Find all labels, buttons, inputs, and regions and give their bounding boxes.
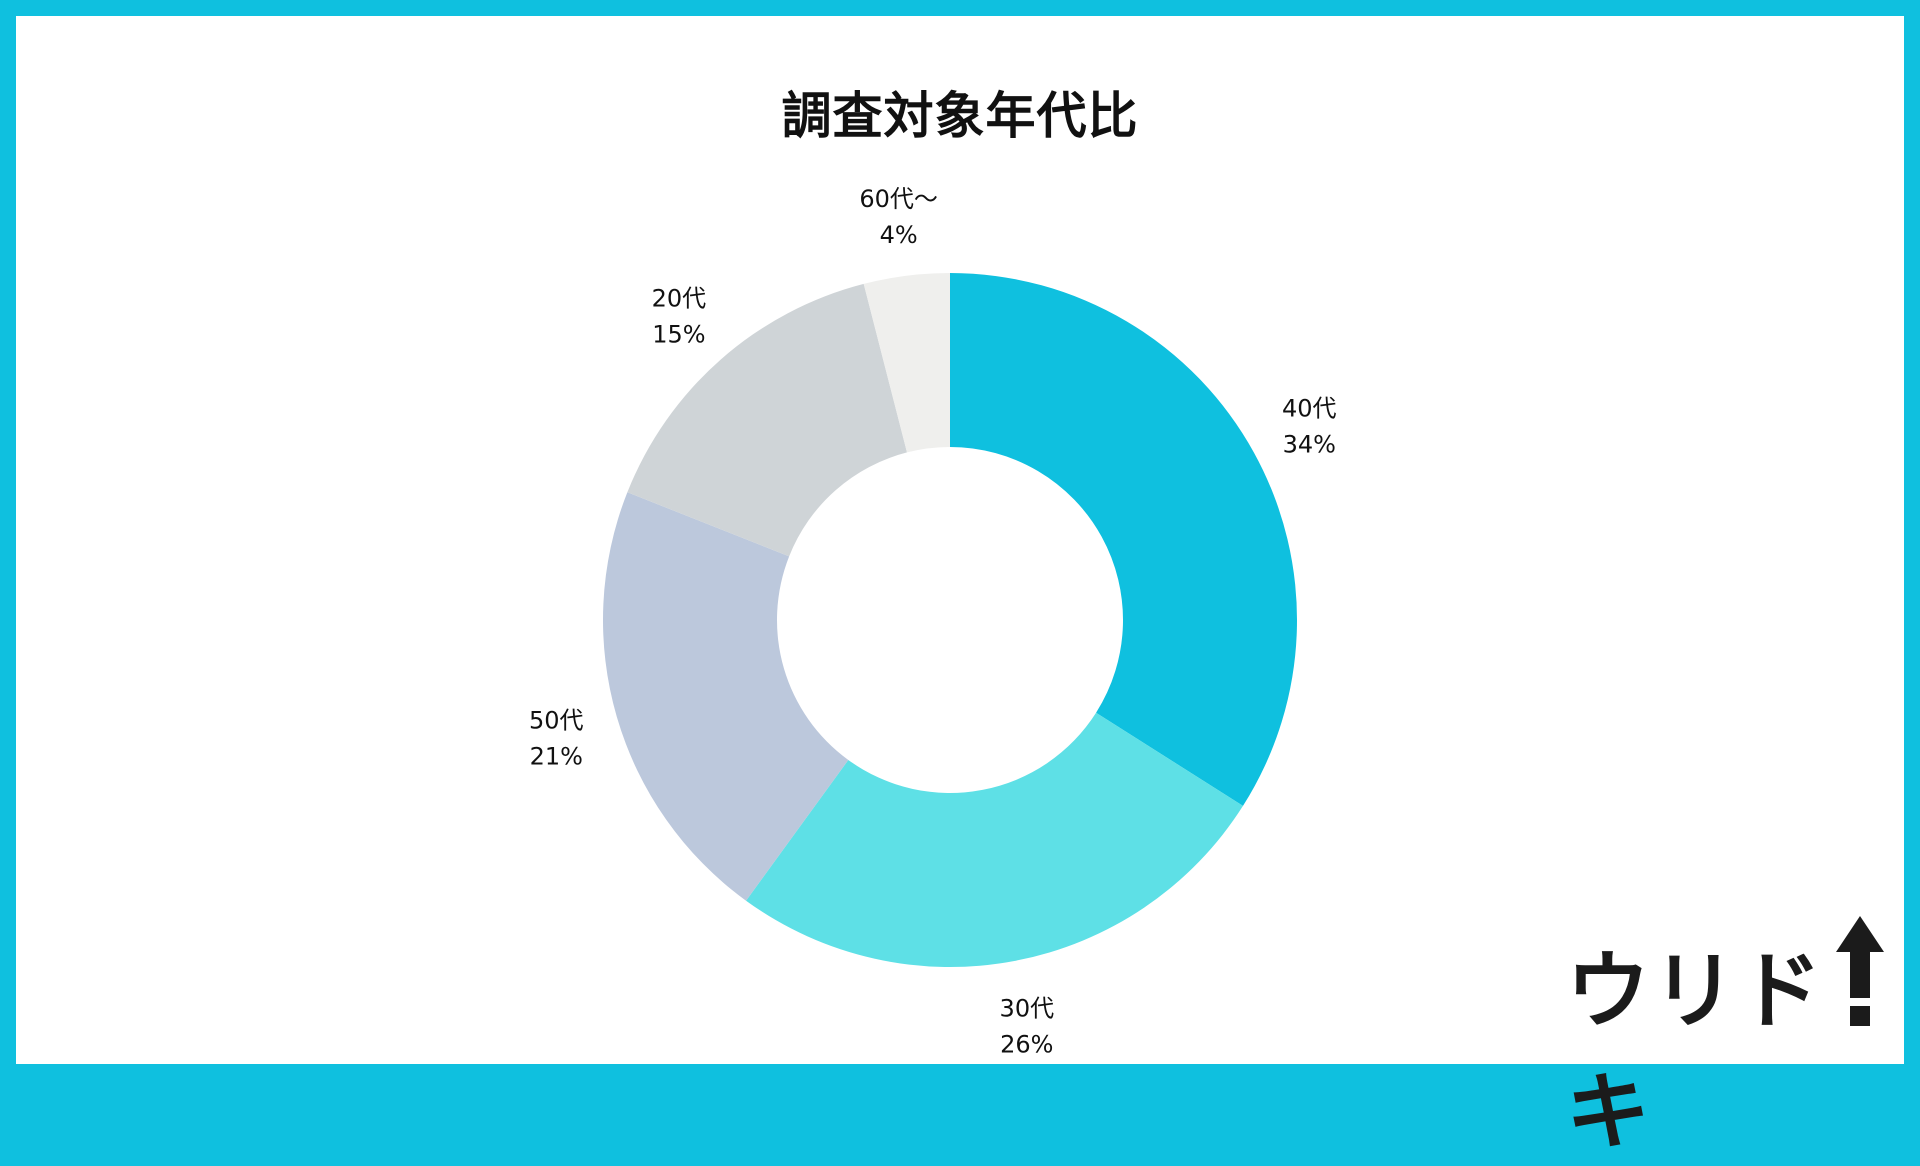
- slice-label: 40代: [1282, 394, 1337, 422]
- slice-percent-label: 4%: [880, 221, 918, 249]
- donut-slice-4: [863, 273, 950, 453]
- donut-slice-0: [950, 273, 1297, 806]
- slice-percent-label: 34%: [1283, 430, 1336, 458]
- donut-slice-2: [603, 492, 849, 901]
- slice-percent-label: 21%: [530, 742, 583, 770]
- donut-slice-3: [627, 283, 907, 557]
- up-arrow-icon: [1836, 916, 1884, 1026]
- slice-label: 50代: [529, 706, 584, 734]
- slice-label: 60代～: [859, 185, 938, 213]
- slice-label: 30代: [1000, 995, 1055, 1023]
- donut-slice-1: [746, 712, 1243, 967]
- donut-chart: 40代 34% 30代 26% 50代 21% 20代 15% 60代～ 4%: [529, 185, 1337, 1059]
- chart-title: 調査対象年代比: [781, 87, 1139, 145]
- brand-logo: ウリドキ: [1566, 916, 1886, 1161]
- slice-percent-label: 15%: [652, 320, 705, 348]
- slice-percent-label: 26%: [1000, 1031, 1053, 1059]
- slice-label: 20代: [652, 284, 707, 312]
